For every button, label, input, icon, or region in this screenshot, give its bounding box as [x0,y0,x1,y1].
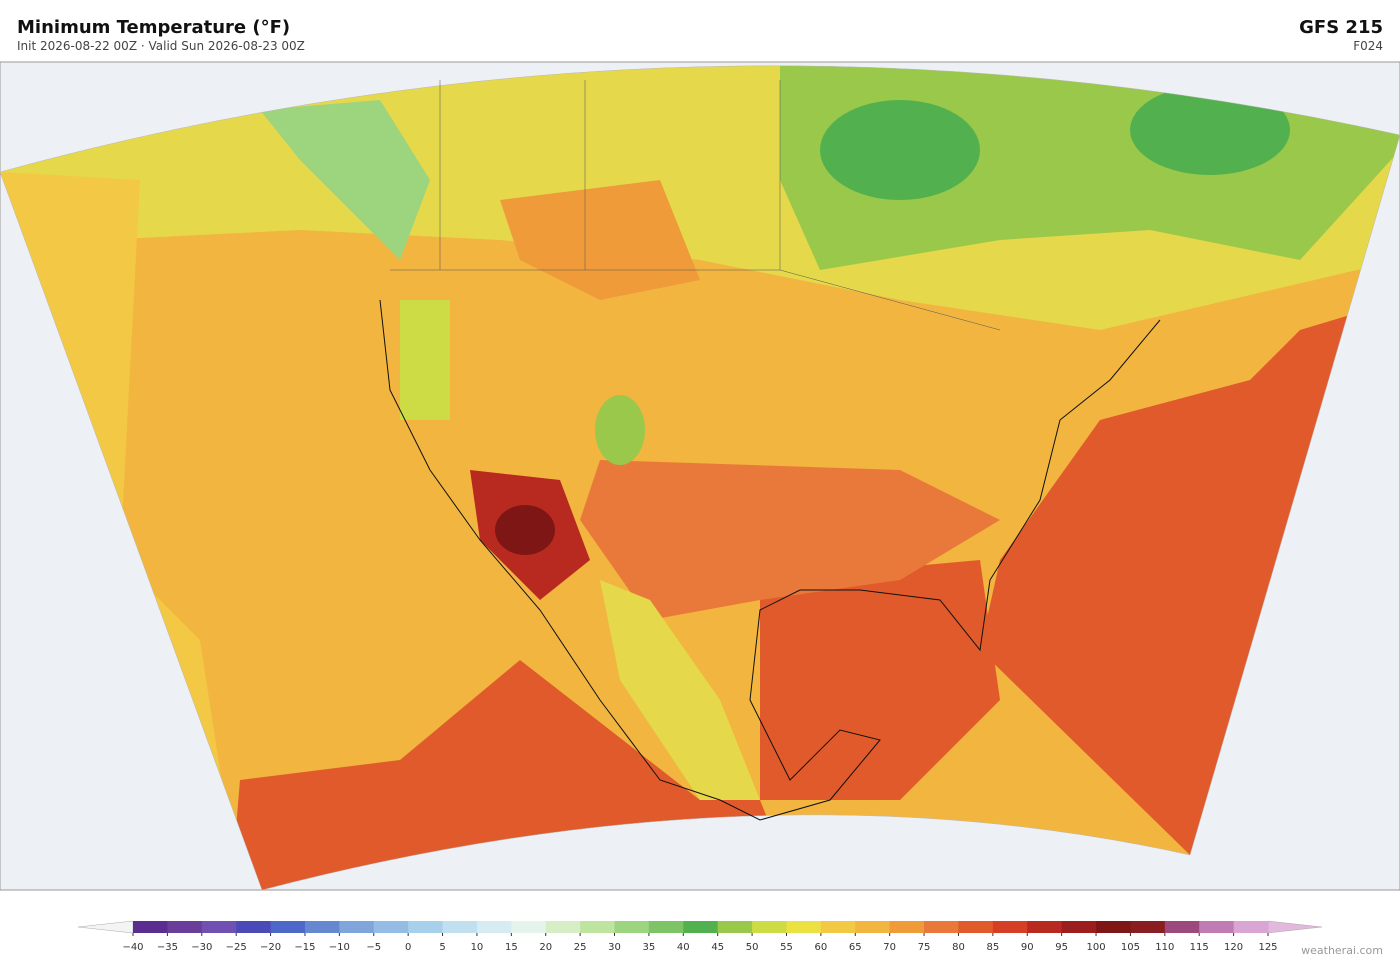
colorbar-label: 15 [505,942,518,953]
colorbar-label: 90 [1021,942,1034,953]
colorbar-label: 80 [952,942,965,953]
colorbar-swatch [236,921,272,933]
colorbar-swatch [1233,921,1269,933]
colorbar-swatch [167,921,203,933]
colorbar-swatch [958,921,994,933]
colorbar-label: 5 [439,942,445,953]
title: Minimum Temperature (°F) [17,17,290,38]
colorbar-swatch [683,921,719,933]
colorbar-label: 95 [1055,942,1068,953]
colorbar-swatch [648,921,684,933]
colorbar-label: 125 [1258,942,1277,953]
colorbar-swatch [270,921,306,933]
colorbar-swatch [408,921,444,933]
colorbar-swatch [1096,921,1131,933]
colorbar-label: −25 [226,942,247,953]
colorbar-label: 75 [918,942,931,953]
colorbar-label: 35 [643,942,656,953]
colorbar-label: 115 [1190,942,1209,953]
temperature-field [0,65,1400,891]
colorbar: −40 −35 −30 −25 −20 −15 −10 −5 0 5 10 15 20 25 30 35 40 4… [77,920,1323,953]
colorbar-swatch [133,921,168,933]
colorbar-swatch [373,921,409,933]
colorbar-label: 120 [1224,942,1243,953]
colorbar-swatch [717,921,753,933]
colorbar-over [1267,920,1323,934]
colorbar-label: −15 [294,942,315,953]
colorbar-swatch [1061,921,1097,933]
colorbar-label: −35 [157,942,178,953]
colorbar-label: 85 [986,942,999,953]
colorbar-swatch [545,921,581,933]
colorbar-swatch [614,921,650,933]
colorbar-label: 60 [815,942,828,953]
model: GFS 215 [1299,17,1383,38]
colorbar-label: −20 [260,942,281,953]
colorbar-label: 25 [574,942,587,953]
colorbar-label: 105 [1121,942,1140,953]
colorbar-label: −5 [366,942,381,953]
colorbar-swatch [889,921,925,933]
colorbar-label: 50 [746,942,759,953]
colorbar-label: −10 [329,942,350,953]
colorbar-swatch [752,921,787,933]
colorbar-label: 70 [883,942,896,953]
colorbar-swatch [820,921,856,933]
colorbar-swatch [339,921,375,933]
colorbar-swatch [992,921,1028,933]
colorbar-under [77,920,134,934]
colorbar-swatch [511,921,547,933]
colorbar-swatch [786,921,822,933]
colorbar-swatch [924,921,959,933]
colorbar-swatch [476,921,512,933]
colorbar-label: 10 [471,942,484,953]
colorbar-swatch [580,921,616,933]
colorbar-label: −30 [191,942,212,953]
subtitle: Init 2026-08-22 00Z · Valid Sun 2026-08-… [17,39,305,53]
colorbar-label: 55 [780,942,793,953]
colorbar-swatch [1027,921,1063,933]
colorbar-label: 20 [539,942,552,953]
colorbar-swatch [304,921,340,933]
colorbar-swatch [1199,921,1235,933]
credit: weatherai.com [1301,944,1383,957]
colorbar-label: 30 [608,942,621,953]
colorbar-swatch [1130,921,1166,933]
colorbar-label: −40 [122,942,143,953]
forecast-hour: F024 [1353,39,1383,53]
colorbar-label: 110 [1155,942,1174,953]
colorbar-label: 65 [849,942,862,953]
colorbar-swatch [855,921,891,933]
colorbar-label: 45 [711,942,724,953]
colorbar-label: 100 [1086,942,1105,953]
colorbar-label: 40 [677,942,690,953]
colorbar-swatch [201,921,237,933]
colorbar-label: 0 [405,942,411,953]
map [0,61,1400,891]
colorbar-swatch [442,921,478,933]
colorbar-swatch [1164,921,1200,933]
